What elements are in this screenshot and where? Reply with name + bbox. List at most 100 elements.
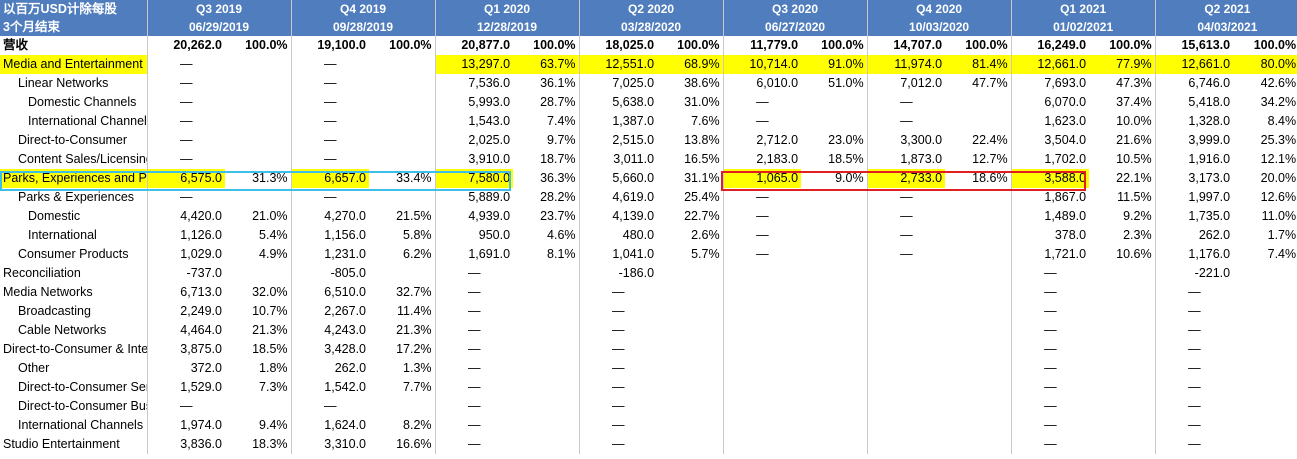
value-cell[interactable]: 3,310.0 [324,437,367,451]
percent-cell[interactable]: 18.5% [801,150,868,169]
percent-cell[interactable]: 47.7% [945,74,1012,93]
value-cell[interactable]: 2,515.0 [612,133,655,147]
percent-cell[interactable]: 9.2% [1089,207,1156,226]
row-label-cell[interactable]: Parks & Experiences [0,188,148,207]
value-cell[interactable]: — [756,190,769,204]
percent-cell[interactable] [657,416,724,435]
value-cell[interactable]: 7,012.0 [900,76,943,90]
value-cell[interactable]: — [756,228,769,242]
percent-cell[interactable] [225,264,292,283]
value-cell[interactable]: 1,916.0 [1188,152,1231,166]
percent-cell[interactable] [225,188,292,207]
value-cell[interactable]: — [1044,304,1057,318]
percent-cell[interactable] [801,93,868,112]
value-cell[interactable]: 1,387.0 [612,114,655,128]
percent-cell[interactable]: 32.7% [369,283,436,302]
value-cell[interactable]: — [900,95,913,109]
percent-cell[interactable] [801,340,868,359]
percent-cell[interactable] [801,302,868,321]
percent-cell[interactable]: 34.2% [1260,95,1297,109]
percent-cell[interactable] [513,435,580,454]
value-cell[interactable]: — [1044,285,1057,299]
percent-cell[interactable]: 32.0% [225,283,292,302]
percent-cell[interactable] [1233,283,1297,302]
value-cell[interactable]: 4,270.0 [324,209,367,223]
value-cell[interactable]: 4,139.0 [612,209,655,223]
value-cell[interactable]: — [1044,342,1057,356]
value-cell[interactable]: 1,623.0 [1044,114,1087,128]
row-label-cell[interactable]: Cable Networks [0,321,148,340]
percent-cell[interactable] [1233,264,1297,283]
percent-cell[interactable]: 5.8% [369,226,436,245]
row-label-cell[interactable]: Other [0,359,148,378]
percent-cell[interactable]: 9.0% [801,169,868,188]
percent-cell[interactable]: 100.0% [513,36,580,55]
percent-cell[interactable] [1089,264,1156,283]
value-cell[interactable]: 2,025.0 [468,133,511,147]
percent-cell[interactable]: 4.6% [513,226,580,245]
percent-cell[interactable] [945,340,1012,359]
percent-cell[interactable] [801,435,868,454]
percent-cell[interactable]: 31.1% [657,169,724,188]
percent-cell[interactable]: 31.3% [225,169,292,188]
period-date-header[interactable]: 06/29/2019 [147,18,292,36]
value-cell[interactable]: — [324,95,337,109]
value-cell[interactable] [723,435,801,454]
row-label-cell[interactable]: International [0,226,148,245]
period-quarter-header[interactable]: Q3 2020 [723,0,868,18]
percent-cell[interactable] [945,264,1012,283]
value-cell[interactable] [867,264,945,283]
percent-cell[interactable]: 20.0% [1260,171,1297,185]
percent-cell[interactable] [369,397,436,416]
value-cell[interactable]: — [180,57,193,71]
percent-cell[interactable]: 1.3% [369,359,436,378]
row-label-cell[interactable]: Media Networks [0,283,148,302]
value-cell[interactable]: 1,543.0 [468,114,511,128]
percent-cell[interactable] [513,302,580,321]
value-cell[interactable]: — [756,209,769,223]
value-cell[interactable] [723,397,801,416]
percent-cell[interactable]: 100.0% [657,36,724,55]
value-cell[interactable]: — [324,152,337,166]
value-cell[interactable]: 2,733.0 [867,169,946,188]
percent-cell[interactable]: 2.6% [657,226,724,245]
row-label-cell[interactable]: International Channels [0,416,148,435]
percent-cell[interactable] [657,264,724,283]
value-cell[interactable]: 1,735.0 [1188,209,1231,223]
percent-cell[interactable]: 16.5% [657,150,724,169]
value-cell[interactable]: — [180,399,193,413]
row-label-cell[interactable]: 营收 [0,36,148,55]
value-cell[interactable] [867,359,945,378]
period-date-header[interactable]: 01/02/2021 [1011,18,1156,36]
value-cell[interactable]: 1,176.0 [1188,247,1231,261]
percent-cell[interactable] [1233,359,1297,378]
period-date-header[interactable]: 10/03/2020 [867,18,1012,36]
value-cell[interactable]: — [756,95,769,109]
percent-cell[interactable] [225,397,292,416]
value-cell[interactable]: — [468,380,481,394]
value-cell[interactable] [867,416,945,435]
value-cell[interactable]: 7,025.0 [612,76,655,90]
value-cell[interactable]: — [468,323,481,337]
value-cell[interactable]: — [612,437,625,451]
value-cell[interactable]: — [468,361,481,375]
value-cell[interactable]: 3,910.0 [468,152,511,166]
value-cell[interactable]: — [900,209,913,223]
value-cell[interactable]: — [612,361,625,375]
percent-cell[interactable] [369,74,436,93]
percent-cell[interactable]: 77.9% [1089,55,1156,74]
value-cell[interactable]: — [612,342,625,356]
percent-cell[interactable] [1089,397,1156,416]
percent-cell[interactable]: 12.1% [1260,152,1297,166]
value-cell[interactable]: 19,100.0 [317,38,367,52]
percent-cell[interactable] [945,321,1012,340]
percent-cell[interactable] [513,378,580,397]
value-cell[interactable]: — [612,285,625,299]
period-date-header[interactable]: 12/28/2019 [435,18,580,36]
value-cell[interactable]: — [756,114,769,128]
percent-cell[interactable]: 25.3% [1260,133,1297,147]
percent-cell[interactable] [801,188,868,207]
value-cell[interactable]: 6,746.0 [1188,76,1231,90]
value-cell[interactable] [723,302,801,321]
percent-cell[interactable] [801,378,868,397]
